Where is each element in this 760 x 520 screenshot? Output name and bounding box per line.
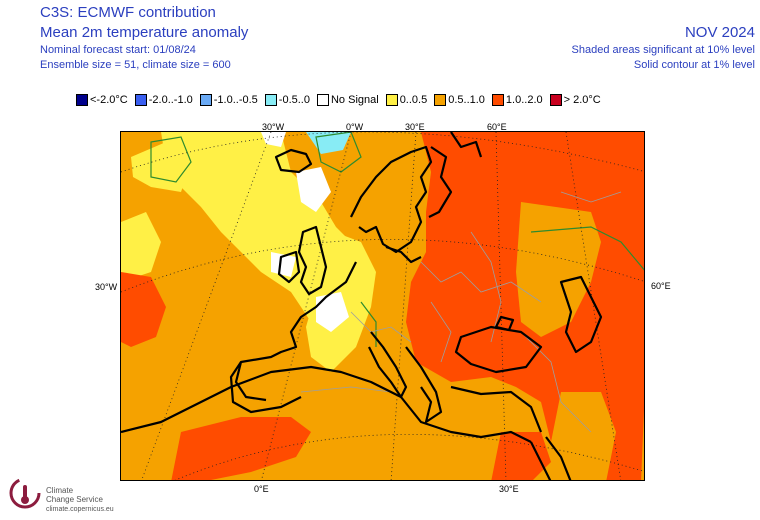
legend-swatch	[385, 94, 398, 106]
map-canvas	[121, 132, 644, 480]
map-title: C3S: ECMWF contribution	[40, 4, 216, 21]
coastline-crimea	[494, 315, 515, 332]
anomaly-region-1p0-2p0	[491, 432, 551, 480]
legend-label: > 2.0°C	[563, 94, 601, 106]
legend-item: 0..0.5	[385, 94, 428, 106]
legend-swatch	[316, 94, 329, 106]
legend-swatch	[199, 94, 212, 106]
tick-top-30e: 30°E	[405, 122, 425, 132]
logo-url: climate.copernicus.eu	[46, 506, 114, 513]
forecast-month: NOV 2024	[684, 24, 755, 41]
anomaly-map	[120, 131, 645, 481]
ensemble-size-text: Ensemble size = 51, climate size = 600	[40, 59, 231, 71]
forecast-start-text: Nominal forecast start: 01/08/24	[40, 44, 196, 56]
legend-label: 0.5..1.0	[448, 94, 485, 106]
tick-bottom-0e: 0°E	[254, 484, 269, 494]
legend-swatch	[549, 94, 562, 106]
significance-note: Shaded areas significant at 10% level	[571, 44, 755, 56]
legend-item: -1.0..-0.5	[199, 94, 258, 106]
anomaly-region-0-0p5	[131, 142, 191, 192]
tick-left-30w: 30°W	[95, 282, 118, 292]
coastline-finland	[428, 146, 453, 218]
graticule-line	[261, 132, 352, 480]
legend-swatch	[264, 94, 277, 106]
tick-top-0w: 0°W	[346, 122, 364, 132]
border-line	[430, 301, 452, 363]
anomaly-region-0-0p5	[121, 212, 161, 282]
graticule-line	[390, 132, 417, 480]
anomaly-region-neg0p5-0	[306, 132, 351, 154]
color-legend: <-2.0°C -2.0..-1.0 -1.0..-0.5 -0.5..0 No…	[76, 93, 608, 107]
no-signal-region	[261, 132, 286, 147]
border-line	[420, 261, 542, 303]
coastline-great-britain	[297, 225, 328, 296]
legend-item: > 2.0°C	[549, 94, 601, 106]
logo-text-line1: Climate	[46, 486, 74, 495]
legend-swatch	[434, 94, 447, 106]
legend-label: No Signal	[330, 94, 379, 106]
copernicus-logo: Climate Change Service climate.copernicu…	[8, 474, 128, 518]
tick-bottom-30e: 30°E	[499, 484, 519, 494]
coastline-ireland	[277, 250, 301, 284]
coastline-turkey	[450, 385, 543, 433]
coastline-italy	[368, 331, 408, 399]
border-line	[470, 231, 502, 343]
border-line	[520, 331, 592, 433]
significance-contour	[150, 136, 192, 183]
border-line	[300, 386, 392, 393]
coastline-red-sea	[530, 441, 552, 480]
contour-note: Solid contour at 1% level	[633, 59, 755, 71]
legend-swatch	[491, 94, 504, 106]
copernicus-emblem-icon	[9, 477, 41, 509]
legend-label: -0.5..0	[278, 94, 310, 106]
coastline-balkans	[405, 346, 443, 424]
coastlines	[121, 132, 603, 480]
legend-label: -2.0..-1.0	[148, 94, 193, 106]
tick-top-60e: 60°E	[487, 122, 507, 132]
anomaly-region-1p0-2p0	[121, 272, 166, 347]
country-borders	[300, 191, 622, 433]
graticule	[121, 132, 644, 480]
coastline-baltic	[385, 245, 422, 264]
legend-label: -1.0..-0.5	[213, 94, 258, 106]
significance-contour	[315, 132, 362, 173]
significance-contour	[530, 226, 644, 271]
coastline-iberia	[229, 361, 302, 414]
coastline-europe-west	[234, 261, 357, 402]
coastline-north-africa	[121, 365, 532, 443]
map-subtitle: Mean 2m temperature anomaly	[40, 24, 249, 41]
no-signal-region	[271, 252, 296, 277]
coastline-arctic	[450, 132, 483, 158]
legend-label: 1.0..2.0	[505, 94, 543, 106]
legend-label: <-2.0°C	[90, 94, 128, 106]
anomaly-field-0p5-1p0	[516, 202, 601, 337]
legend-item: -0.5..0	[264, 94, 310, 106]
anomaly-field-0p5-1p0	[551, 392, 616, 480]
coastline-caspian	[559, 275, 603, 354]
no-signal-region	[296, 167, 331, 212]
border-line	[560, 191, 622, 203]
legend-label: 0..0.5	[399, 94, 428, 106]
coastline-red-sea-east	[545, 436, 572, 480]
coastline-iceland	[274, 148, 313, 174]
legend-item: 0.5..1.0	[434, 94, 485, 106]
tick-right-60e: 60°E	[651, 281, 671, 291]
tick-top-30w: 30°W	[262, 122, 285, 132]
coastline-scandinavia	[350, 145, 433, 254]
legend-swatch	[76, 94, 88, 106]
legend-item: -2.0..-1.0	[134, 94, 193, 106]
anomaly-region-1p0-2p0	[171, 417, 311, 480]
legend-item: No Signal	[316, 94, 379, 106]
border-line	[350, 311, 412, 343]
legend-swatch	[134, 94, 147, 106]
legend-item: 1.0..2.0	[491, 94, 543, 106]
logo-text-line2: Change Service	[46, 495, 103, 504]
no-signal-region	[316, 292, 349, 332]
legend-item: <-2.0°C	[76, 94, 128, 106]
